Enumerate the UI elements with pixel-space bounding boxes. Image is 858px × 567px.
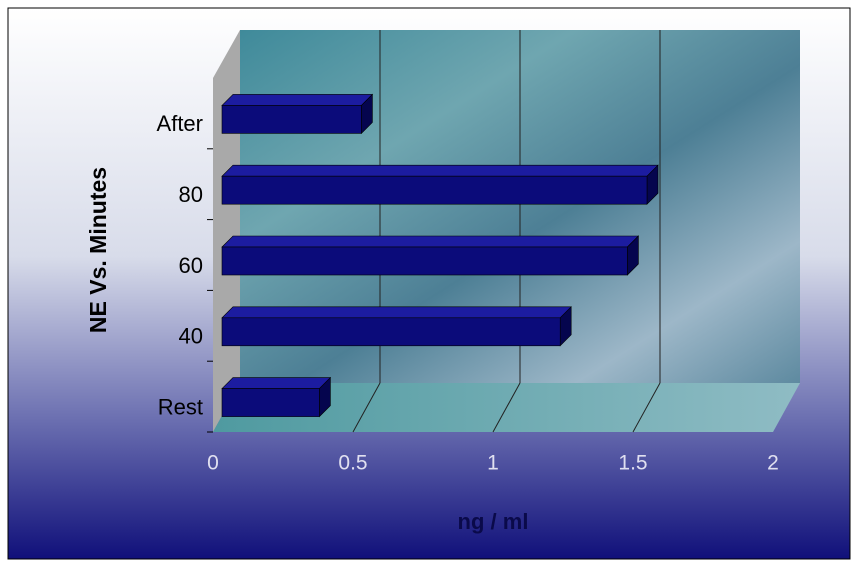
- y-axis-title: NE Vs. Minutes: [85, 167, 111, 333]
- x-tick-label: 0.5: [338, 452, 367, 475]
- x-tick-label: 0: [207, 452, 219, 475]
- x-tick-label: 1: [487, 452, 499, 475]
- bar: [222, 318, 560, 346]
- chart: NE Vs. Minutes ng / ml 0 0.5 1 1.5 2 Rest 40 60…: [0, 0, 858, 567]
- x-tick-label: 1.5: [618, 452, 647, 475]
- y-tick-label: Rest: [158, 394, 203, 419]
- bar-top: [222, 236, 638, 247]
- x-axis-title: ng / ml: [458, 509, 529, 534]
- bar: [222, 247, 627, 275]
- bar-top: [222, 165, 658, 176]
- bar: [222, 389, 319, 417]
- bar-top: [222, 307, 571, 318]
- y-tick-label: After: [157, 111, 203, 136]
- y-tick-label: 60: [179, 253, 203, 278]
- bar-top: [222, 378, 330, 389]
- bar: [222, 105, 361, 133]
- side-wall: [213, 30, 240, 432]
- x-tick-label: 2: [767, 452, 779, 475]
- bar: [222, 176, 647, 204]
- bar-top: [222, 94, 372, 105]
- y-tick-label: 40: [179, 324, 203, 349]
- y-tick-label: 80: [179, 182, 203, 207]
